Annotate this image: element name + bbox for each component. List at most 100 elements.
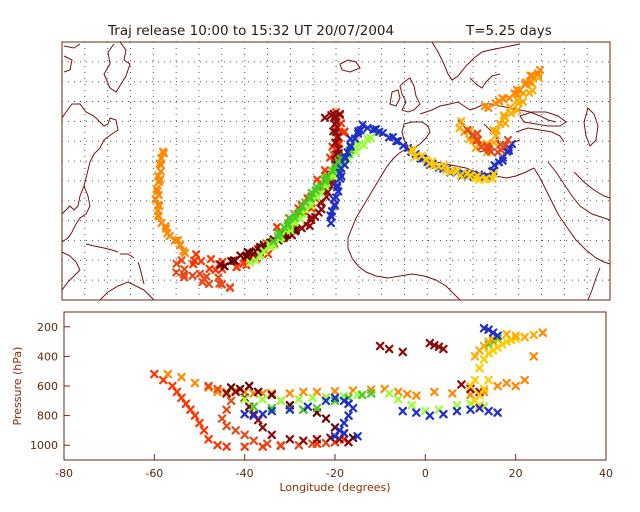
map-trajectory-point [295,207,304,217]
coast-arctic-islands [63,43,81,73]
pressure-point [384,389,394,398]
pressure-point [303,402,313,412]
coast-horn-africa [585,249,610,265]
map-trajectory-point [500,141,510,150]
map-trajectory-point [177,256,186,265]
pressure-point [412,391,421,400]
map-trajectory-point [313,175,322,184]
coast-scandinavia [431,42,521,81]
pressure-point [213,440,222,450]
coast-hispaniola [120,253,135,259]
map-trajectory-point [518,97,528,106]
pressure-point [493,408,502,417]
pressure-point [195,418,204,428]
pressure-point [448,389,457,398]
pressure-point [407,400,417,410]
pressure-point [484,325,493,335]
pressure-point [412,408,421,417]
map-trajectory-point [173,236,183,245]
pressure-point [312,403,322,413]
coastlines [62,42,610,300]
pressure-point [217,414,227,423]
map-trajectory [407,145,499,184]
pressure-point [398,406,408,416]
map-trajectory-point [340,127,349,136]
map-trajectory-point [363,123,372,133]
map-trajectory-point [239,259,248,268]
map-trajectory-point [220,262,229,271]
coast-baltic [469,73,501,89]
map-trajectory-point [179,273,189,282]
map-trajectories [151,65,545,293]
pressure-point [240,395,249,404]
map-trajectory-point [506,103,515,112]
y-tick-label: 600 [37,380,58,393]
x-axis-label: Longitude (degrees) [279,481,390,494]
map-trajectory-point [333,183,342,192]
coast-turkey [515,127,565,143]
coast-arabia [547,161,610,221]
pressure-point [285,389,295,398]
map-trajectory-point [204,279,214,289]
coast-antilles [137,261,145,285]
map-trajectory-point [489,169,499,179]
pressure-point [466,405,475,414]
map-trajectory-point [356,126,365,135]
coast-iberia [401,121,431,149]
pressure-point [299,436,308,446]
pressure-point [520,332,529,342]
map-trajectory-point [225,283,235,293]
pressure-point [493,331,502,340]
map-trajectory-point [317,205,326,214]
coast-red-sea [533,167,587,251]
pressure-point [240,430,249,440]
pressure-point [484,337,493,346]
pressure-point [384,344,394,354]
map-trajectory [172,256,235,293]
x-tick-label: -60 [145,467,163,480]
map-trajectory-point [331,193,341,202]
map-trajectory-point [151,195,160,204]
pressure-point [344,411,353,420]
figure-duration: T=5.25 days [465,23,552,39]
map-trajectory-point [307,201,316,210]
pressure-point [452,400,462,410]
pressure-point [199,426,209,435]
coast-greenland [103,42,131,93]
pressure-point [222,421,231,431]
map-trajectory-point [340,160,349,170]
map-trajectory-point [317,189,326,198]
pressure-point [330,386,340,396]
pressure-point [466,399,475,409]
map-trajectory-point [535,65,545,75]
map-trajectory [463,125,513,157]
pressure-point [375,341,385,351]
y-tick-label: 1000 [30,439,58,452]
pressure-point [357,390,367,400]
map-trajectory-point [492,126,501,136]
map-trajectory [269,145,355,246]
pressure-point [258,409,268,419]
pressure-point [190,378,200,388]
map-trajectory-point [500,113,509,122]
pressure-point [434,342,444,352]
map-trajectory-point [465,172,474,181]
map-trajectory-point [392,137,401,146]
pressure-series [222,338,484,447]
map-trajectory-point [335,109,345,119]
map-trajectory-point [457,117,466,126]
x-tick-label: -40 [236,467,254,480]
map-trajectory-point [272,222,282,232]
pressure-point [488,328,498,338]
map-trajectory-point [176,241,185,250]
map-trajectory-point [333,181,342,190]
pressure-point [299,387,308,397]
x-tick-label: 0 [422,467,429,480]
map-panel [61,41,611,301]
map-trajectory-point [320,113,330,122]
map-trajectory-point [159,149,168,158]
pressure-point [457,380,466,389]
pressure-point [538,328,548,338]
pressure-point [330,432,340,441]
pressure-point [502,329,511,339]
